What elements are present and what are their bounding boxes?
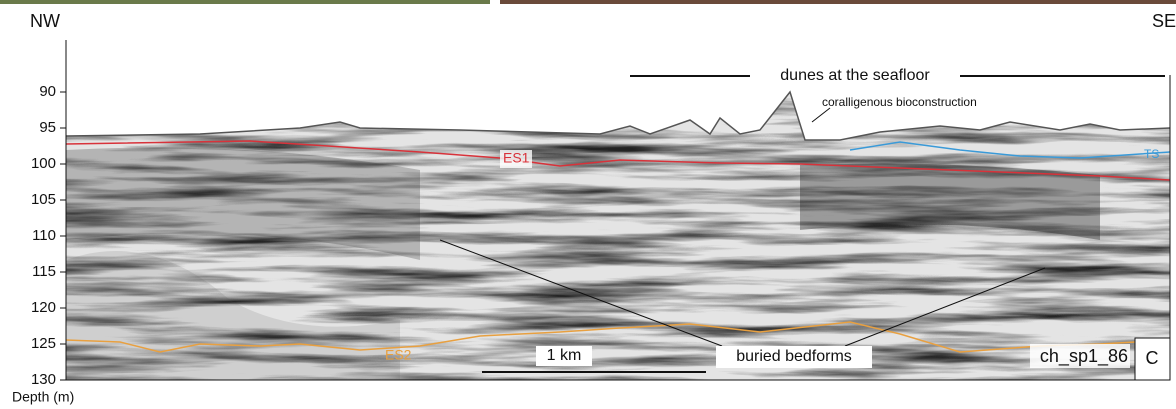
ts-label: TS [1144, 147, 1159, 161]
leader [439, 239, 723, 347]
leader [811, 107, 831, 123]
header-right: SE [1152, 11, 1176, 31]
tick-label: 130 [31, 371, 56, 388]
panel-letter: C [1146, 348, 1159, 368]
ts-horizon [849, 141, 1171, 159]
axis-label: Depth (m) [12, 389, 74, 405]
scale-label: 1 km [547, 347, 582, 364]
label-bg [536, 346, 592, 366]
tick-label: 115 [32, 263, 56, 280]
top-strip [500, 0, 1176, 4]
top-strip [0, 0, 490, 4]
tick-label: 105 [31, 191, 56, 208]
label-bg [1030, 344, 1130, 368]
header-left: NW [30, 11, 60, 31]
es1-horizon [65, 140, 1171, 181]
panel-box [1134, 337, 1171, 381]
tick-label: 110 [32, 227, 56, 244]
seismic-image [66, 92, 1170, 380]
label-bg [716, 346, 872, 368]
buried-label: buried bedforms [736, 348, 852, 365]
label-bg [500, 150, 532, 168]
leader [844, 267, 1046, 347]
profile-id: ch_sp1_86 [1040, 346, 1128, 367]
es2-label: ES2 [385, 347, 412, 363]
tick-label: 95 [39, 119, 56, 136]
es2-horizon [65, 321, 1171, 353]
tick-label: 100 [31, 155, 56, 172]
seafloor [65, 90, 1171, 141]
dunes-label: dunes at the seafloor [780, 67, 930, 84]
tick-label: 120 [31, 299, 56, 316]
tick-label: 90 [39, 83, 56, 100]
bioconstruction-label: coralligenous bioconstruction [822, 95, 977, 109]
tick-label: 125 [31, 335, 56, 352]
es1-label: ES1 [503, 150, 530, 166]
